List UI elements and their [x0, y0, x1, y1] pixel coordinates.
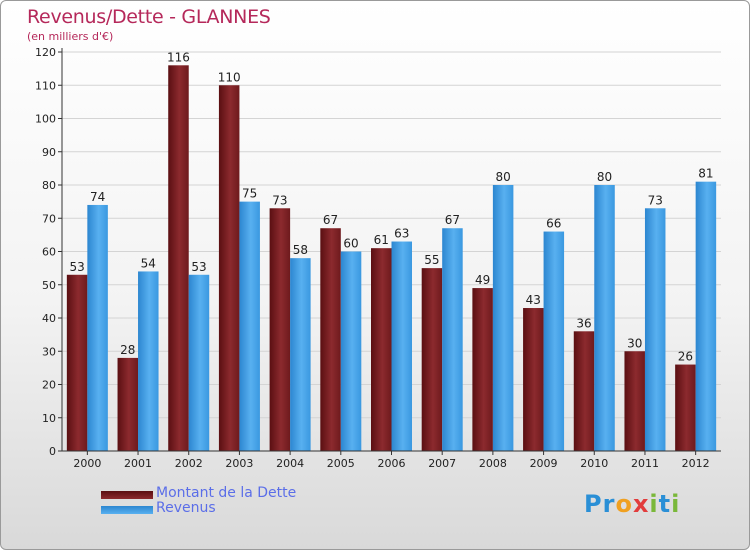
bar-revenus: [543, 231, 565, 451]
bar-value-label: 110: [218, 70, 241, 84]
chart-title: Revenus/Dette - GLANNES: [27, 6, 271, 28]
bar-revenus: [340, 251, 362, 451]
x-tick-label: 2004: [276, 457, 304, 470]
bar-value-label: 60: [343, 237, 358, 251]
logo-letter: t: [658, 490, 672, 518]
y-tick-label: 0: [49, 445, 56, 458]
proxiti-logo: Proxiti: [584, 490, 680, 518]
bar-revenus: [594, 185, 615, 451]
bar-value-label: 36: [576, 316, 591, 330]
y-tick-label: 90: [42, 146, 56, 159]
bar-revenus: [644, 208, 666, 451]
logo-letter: o: [615, 490, 633, 518]
legend-label-debt: Montant de la Dette: [156, 485, 297, 501]
x-tick-label: 2005: [327, 457, 355, 470]
x-tick-label: 2001: [124, 457, 152, 470]
bar-revenus: [391, 241, 412, 451]
bar-value-label: 53: [191, 260, 206, 274]
logo-letter: i: [671, 490, 681, 518]
bar-dette: [269, 208, 291, 451]
bar-value-label: 53: [69, 260, 84, 274]
bar-value-label: 73: [272, 193, 287, 207]
legend-swatch-revenus: [101, 506, 153, 514]
y-tick-label: 30: [42, 345, 56, 358]
bar-dette: [573, 331, 595, 451]
x-tick-label: 2003: [225, 457, 253, 470]
y-tick-label: 110: [35, 79, 56, 92]
bar-dette: [66, 274, 88, 451]
bar-revenus: [442, 228, 463, 451]
bar-dette: [624, 351, 645, 451]
bar-value-label: 55: [424, 253, 439, 267]
bar-value-label: 80: [495, 170, 510, 184]
bar-value-label: 80: [597, 170, 612, 184]
bar-revenus: [492, 185, 514, 451]
bar-value-label: 66: [546, 217, 561, 231]
logo-letter: P: [584, 490, 603, 518]
bar-value-label: 67: [323, 213, 338, 227]
bar-revenus: [138, 271, 159, 451]
bar-dette: [117, 357, 139, 451]
y-tick-label: 120: [35, 46, 56, 59]
bar-value-label: 58: [293, 243, 308, 257]
bar-value-label: 75: [242, 187, 257, 201]
bar-dette: [371, 248, 392, 451]
x-tick-label: 2010: [580, 457, 608, 470]
bar-value-label: 26: [678, 350, 693, 364]
legend-swatch-debt: [101, 491, 153, 499]
bar-value-label: 61: [374, 233, 389, 247]
bar-dette: [675, 364, 696, 451]
logo-letter: x: [632, 490, 650, 518]
chart-subtitle: (en milliers d'€): [27, 30, 114, 43]
y-tick-label: 20: [42, 379, 56, 392]
bar-value-label: 116: [167, 50, 190, 64]
y-tick-label: 100: [35, 113, 56, 126]
x-tick-label: 2002: [175, 457, 203, 470]
bar-value-label: 63: [394, 227, 409, 241]
bar-revenus: [290, 258, 311, 451]
y-tick-label: 40: [42, 312, 56, 325]
x-tick-label: 2000: [73, 457, 101, 470]
bar-dette: [168, 65, 189, 452]
bar-dette: [320, 228, 341, 451]
x-tick-label: 2012: [682, 457, 710, 470]
y-tick-label: 80: [42, 179, 56, 192]
bar-dette: [421, 268, 443, 451]
bar-revenus: [239, 201, 260, 451]
x-tick-label: 2007: [428, 457, 456, 470]
x-tick-label: 2006: [378, 457, 406, 470]
y-tick-label: 10: [42, 412, 56, 425]
x-tick-label: 2011: [631, 457, 659, 470]
y-tick-label: 70: [42, 212, 56, 225]
bar-dette: [523, 308, 544, 451]
bar-value-label: 67: [445, 213, 460, 227]
bar-dette: [472, 288, 493, 451]
bar-value-label: 73: [648, 193, 663, 207]
y-tick-label: 50: [42, 279, 56, 292]
bar-dette: [218, 85, 240, 451]
bar-revenus: [188, 274, 210, 451]
bar-revenus: [695, 181, 717, 452]
bar-value-label: 49: [475, 273, 490, 287]
x-tick-label: 2009: [530, 457, 558, 470]
bar-value-label: 81: [698, 167, 713, 181]
bar-value-label: 28: [120, 343, 135, 357]
bar-value-label: 30: [627, 336, 642, 350]
bar-value-label: 74: [90, 190, 105, 204]
bar-revenus: [87, 204, 108, 451]
bar-value-label: 43: [526, 293, 541, 307]
x-tick-label: 2008: [479, 457, 507, 470]
y-tick-label: 60: [42, 246, 56, 259]
legend-label-revenus: Revenus: [156, 500, 216, 516]
logo-letter: i: [649, 490, 659, 518]
bar-value-label: 54: [141, 256, 156, 270]
logo-letter: r: [602, 490, 616, 518]
